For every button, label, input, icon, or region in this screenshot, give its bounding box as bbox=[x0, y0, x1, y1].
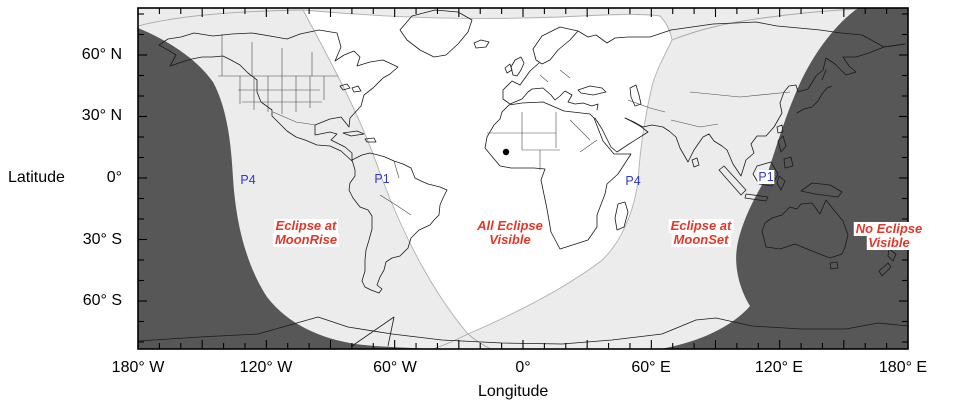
zone-label-all-eclipse-visible: All Eclipse Visible bbox=[475, 218, 545, 247]
all-eclipse-visible-region bbox=[302, 9, 673, 335]
y-tick-30n: 30° N bbox=[81, 107, 122, 124]
x-tick-60e: 60° E bbox=[631, 359, 671, 376]
y-tick-60n: 60° N bbox=[81, 46, 122, 63]
x-tick-180w: 180° W bbox=[111, 359, 165, 376]
x-tick-120w: 120° W bbox=[239, 359, 293, 376]
x-tick-0: 0° bbox=[515, 359, 531, 376]
contact-label-p1-east: P1 bbox=[757, 170, 775, 184]
y-tick-60s: 60° S bbox=[82, 292, 122, 309]
x-tick-120e: 120° E bbox=[754, 359, 804, 376]
x-tick-180e: 180° E bbox=[878, 359, 928, 376]
no-eclipse-region-west bbox=[138, 28, 438, 349]
map-frame bbox=[137, 7, 909, 350]
contact-label-p4-east: P4 bbox=[625, 174, 641, 188]
y-axis-title: Latitude bbox=[8, 169, 65, 186]
zone-label-no-eclipse-visible: No Eclipse Visible bbox=[853, 221, 925, 250]
no-eclipse-region-east bbox=[660, 8, 908, 349]
x-axis-title: Longitude bbox=[478, 383, 549, 400]
y-tick-30s: 30° S bbox=[82, 231, 122, 248]
x-tick-60w: 60° W bbox=[373, 359, 417, 376]
political-borders bbox=[218, 34, 791, 216]
contact-label-p1-west: P1 bbox=[374, 172, 390, 186]
y-tick-0: 0° bbox=[106, 169, 122, 186]
coastlines bbox=[137, 9, 909, 347]
greatest-eclipse-point-marker bbox=[502, 148, 510, 156]
zone-label-eclipse-at-moonrise: Eclipse at MoonRise bbox=[272, 218, 340, 247]
zone-label-eclipse-at-moonset: Eclipse at MoonSet bbox=[668, 218, 734, 247]
contact-label-p4-west: P4 bbox=[240, 173, 256, 187]
